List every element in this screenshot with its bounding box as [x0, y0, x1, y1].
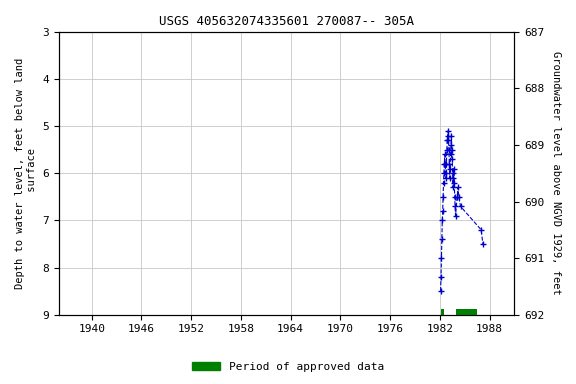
Title: USGS 405632074335601 270087-- 305A: USGS 405632074335601 270087-- 305A [159, 15, 414, 28]
Y-axis label: Depth to water level, feet below land
 surface: Depth to water level, feet below land su… [15, 58, 37, 289]
Y-axis label: Groundwater level above NGVD 1929, feet: Groundwater level above NGVD 1929, feet [551, 51, 561, 295]
Legend: Period of approved data: Period of approved data [188, 358, 388, 377]
